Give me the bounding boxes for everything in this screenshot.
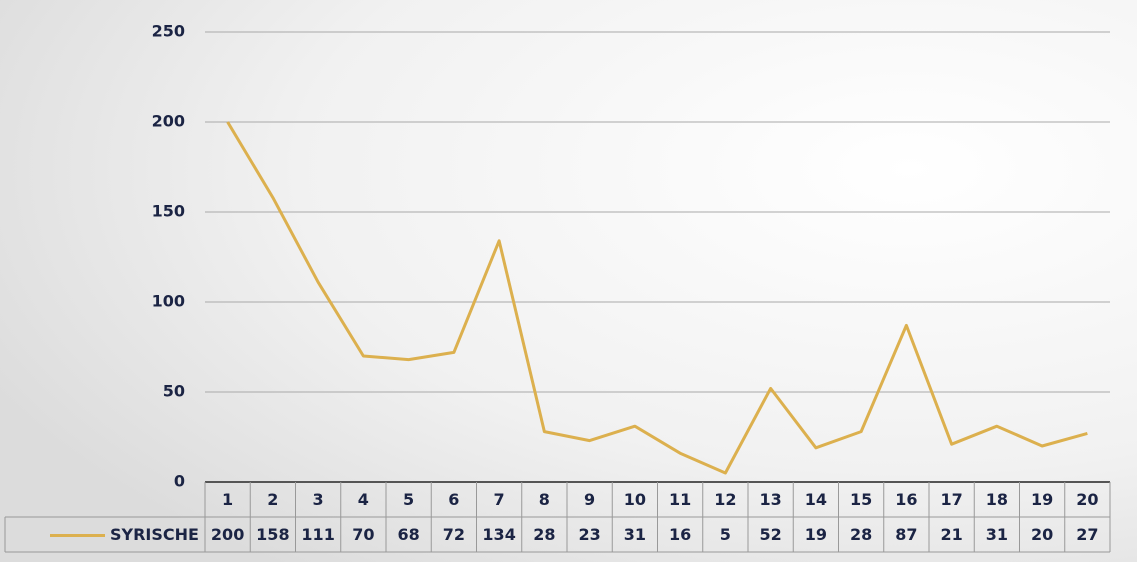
table-value: 72 [443,525,465,544]
x-tick-label: 20 [1076,490,1098,509]
table-value: 28 [533,525,555,544]
x-tick-label: 12 [714,490,736,509]
x-tick-label: 18 [986,490,1008,509]
x-tick-label: 11 [669,490,691,509]
table-value: 200 [211,525,244,544]
table-value: 21 [940,525,962,544]
table-value: 31 [624,525,646,544]
x-tick-label: 7 [494,490,505,509]
table-value: 19 [805,525,827,544]
x-tick-label: 17 [940,490,962,509]
y-tick-label: 250 [152,22,185,41]
table-value: 70 [352,525,374,544]
y-tick-label: 100 [152,292,185,311]
table-value: 27 [1076,525,1098,544]
y-tick-label: 200 [152,112,185,131]
x-tick-label: 13 [759,490,781,509]
x-tick-label: 14 [805,490,827,509]
x-tick-label: 5 [403,490,414,509]
y-tick-label: 150 [152,202,185,221]
x-tick-label: 10 [624,490,646,509]
table-value: 158 [256,525,289,544]
table-value: 20 [1031,525,1053,544]
x-tick-label: 3 [313,490,324,509]
table-value: 134 [482,525,515,544]
table-value: 31 [986,525,1008,544]
table-value: 111 [301,525,334,544]
x-tick-label: 4 [358,490,369,509]
y-tick-label: 50 [163,382,185,401]
x-tick-label: 9 [584,490,595,509]
table-value: 23 [578,525,600,544]
x-tick-label: 8 [539,490,550,509]
legend-label: SYRISCHE [110,525,199,544]
x-tick-label: 15 [850,490,872,509]
table-value: 87 [895,525,917,544]
table-value: 28 [850,525,872,544]
x-tick-label: 1 [222,490,233,509]
table-value: 68 [397,525,419,544]
table-value: 16 [669,525,691,544]
x-tick-label: 6 [448,490,459,509]
series-line [226,121,1088,475]
x-tick-label: 16 [895,490,917,509]
x-tick-label: 2 [267,490,278,509]
y-tick-label: 0 [174,472,185,491]
table-value: 5 [720,525,731,544]
table-value: 52 [759,525,781,544]
x-tick-label: 19 [1031,490,1053,509]
